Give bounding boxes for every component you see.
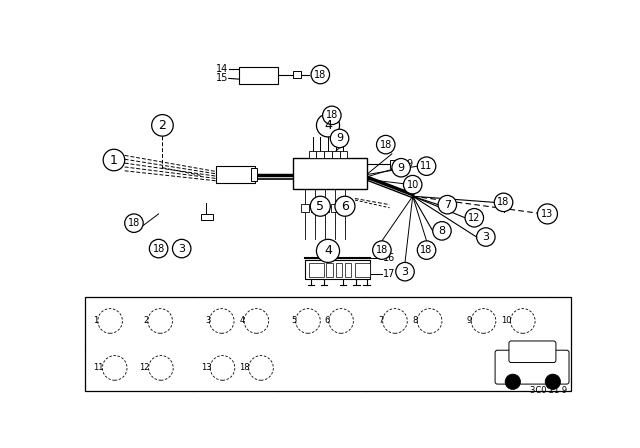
FancyBboxPatch shape (301, 204, 308, 211)
Circle shape (396, 263, 414, 281)
Text: 9: 9 (467, 316, 472, 325)
FancyBboxPatch shape (293, 72, 301, 78)
FancyBboxPatch shape (340, 151, 348, 159)
Text: 18: 18 (128, 218, 140, 228)
Text: 17: 17 (383, 269, 396, 279)
FancyBboxPatch shape (308, 263, 324, 277)
FancyBboxPatch shape (311, 204, 319, 211)
Circle shape (172, 239, 191, 258)
Circle shape (417, 157, 436, 176)
Text: 3: 3 (401, 267, 408, 277)
FancyBboxPatch shape (355, 263, 371, 277)
Text: 2: 2 (143, 316, 148, 325)
Text: 7: 7 (378, 316, 383, 325)
Circle shape (316, 114, 340, 137)
FancyBboxPatch shape (321, 204, 329, 211)
Text: 18: 18 (376, 245, 388, 255)
FancyBboxPatch shape (251, 168, 257, 181)
Text: 3: 3 (178, 244, 185, 254)
Circle shape (403, 176, 422, 194)
Text: 15: 15 (216, 73, 228, 83)
Text: 1: 1 (93, 316, 99, 325)
Circle shape (125, 214, 143, 233)
Text: 3: 3 (205, 316, 210, 325)
FancyBboxPatch shape (341, 204, 349, 211)
Text: 18: 18 (420, 245, 433, 255)
Text: 1: 1 (110, 154, 118, 167)
Circle shape (330, 129, 349, 148)
Text: 10: 10 (406, 180, 419, 190)
Circle shape (149, 239, 168, 258)
FancyBboxPatch shape (390, 160, 399, 168)
Circle shape (433, 222, 451, 240)
Circle shape (538, 204, 557, 224)
Text: 18: 18 (380, 140, 392, 150)
FancyBboxPatch shape (216, 166, 255, 183)
Text: 16: 16 (383, 253, 396, 263)
FancyBboxPatch shape (497, 202, 505, 208)
Circle shape (152, 115, 173, 136)
FancyBboxPatch shape (326, 263, 333, 277)
Circle shape (311, 65, 330, 84)
Text: 2: 2 (159, 119, 166, 132)
Text: 5: 5 (316, 200, 324, 213)
Text: 11: 11 (93, 363, 104, 372)
Circle shape (310, 196, 330, 216)
Text: 8: 8 (438, 226, 445, 236)
Circle shape (335, 196, 355, 216)
Text: 4: 4 (324, 119, 332, 132)
FancyBboxPatch shape (331, 204, 339, 211)
Circle shape (372, 241, 391, 259)
Circle shape (316, 239, 340, 263)
Circle shape (392, 159, 410, 177)
Circle shape (465, 208, 484, 227)
Text: 13: 13 (541, 209, 554, 219)
Text: 12: 12 (468, 213, 481, 223)
FancyBboxPatch shape (239, 67, 278, 84)
Circle shape (545, 374, 561, 389)
FancyBboxPatch shape (509, 341, 556, 362)
Circle shape (323, 106, 341, 125)
Text: 11: 11 (420, 161, 433, 171)
FancyBboxPatch shape (293, 159, 367, 189)
Text: 18: 18 (497, 198, 509, 207)
Text: 14: 14 (216, 64, 228, 74)
Text: 10: 10 (501, 316, 512, 325)
Text: 3C0'21 9: 3C0'21 9 (529, 386, 566, 395)
Text: 4: 4 (324, 244, 332, 258)
FancyBboxPatch shape (305, 260, 371, 280)
Circle shape (103, 149, 125, 171)
FancyBboxPatch shape (201, 214, 212, 220)
FancyBboxPatch shape (308, 151, 316, 159)
Circle shape (505, 374, 520, 389)
Text: 18: 18 (152, 244, 164, 254)
Text: 18: 18 (239, 363, 250, 372)
Text: 13: 13 (201, 363, 212, 372)
Text: 6: 6 (324, 316, 330, 325)
FancyBboxPatch shape (86, 297, 570, 391)
Text: 5: 5 (291, 316, 296, 325)
Circle shape (494, 193, 513, 211)
Circle shape (376, 135, 395, 154)
Circle shape (438, 195, 456, 214)
FancyBboxPatch shape (324, 151, 332, 159)
FancyBboxPatch shape (495, 350, 569, 384)
FancyBboxPatch shape (336, 263, 342, 277)
Circle shape (417, 241, 436, 259)
Text: 9: 9 (406, 159, 413, 169)
FancyBboxPatch shape (332, 151, 340, 159)
Text: 18: 18 (314, 69, 326, 80)
Text: 6: 6 (341, 200, 349, 213)
Text: 12: 12 (140, 363, 150, 372)
FancyBboxPatch shape (345, 263, 351, 277)
Text: 4: 4 (239, 316, 244, 325)
Text: 18: 18 (326, 110, 338, 121)
Text: 9: 9 (336, 134, 343, 143)
FancyBboxPatch shape (316, 151, 324, 159)
Text: 7: 7 (444, 200, 451, 210)
Text: 9: 9 (397, 163, 404, 173)
Text: 8: 8 (413, 316, 418, 325)
Circle shape (477, 228, 495, 246)
Text: 3: 3 (483, 232, 490, 242)
